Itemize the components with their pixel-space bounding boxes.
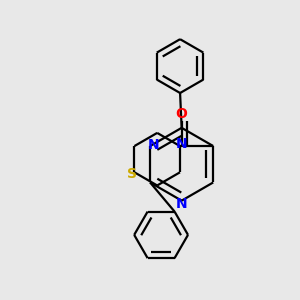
Text: N: N — [148, 138, 160, 152]
Text: O: O — [176, 107, 188, 122]
Text: N: N — [176, 136, 187, 151]
Text: S: S — [127, 167, 137, 181]
Text: N: N — [176, 197, 188, 211]
